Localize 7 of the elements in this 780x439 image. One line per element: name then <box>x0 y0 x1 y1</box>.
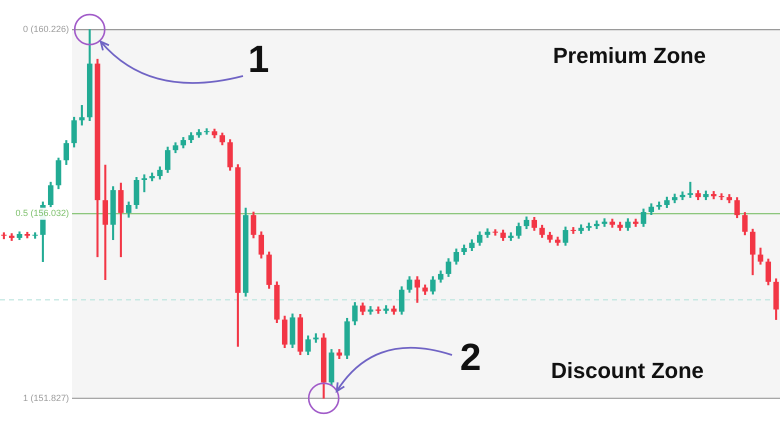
ref-line-label: 0.5 (156.032) <box>15 208 69 218</box>
annotation: Discount Zone <box>551 358 704 384</box>
ref-line-label: 1 (151.827) <box>22 392 69 403</box>
annotation: 2 <box>460 337 482 380</box>
annotation: Premium Zone <box>553 43 706 68</box>
ref-line-label: 0 (160.226) <box>22 24 69 34</box>
annotation: 1 <box>248 39 270 82</box>
